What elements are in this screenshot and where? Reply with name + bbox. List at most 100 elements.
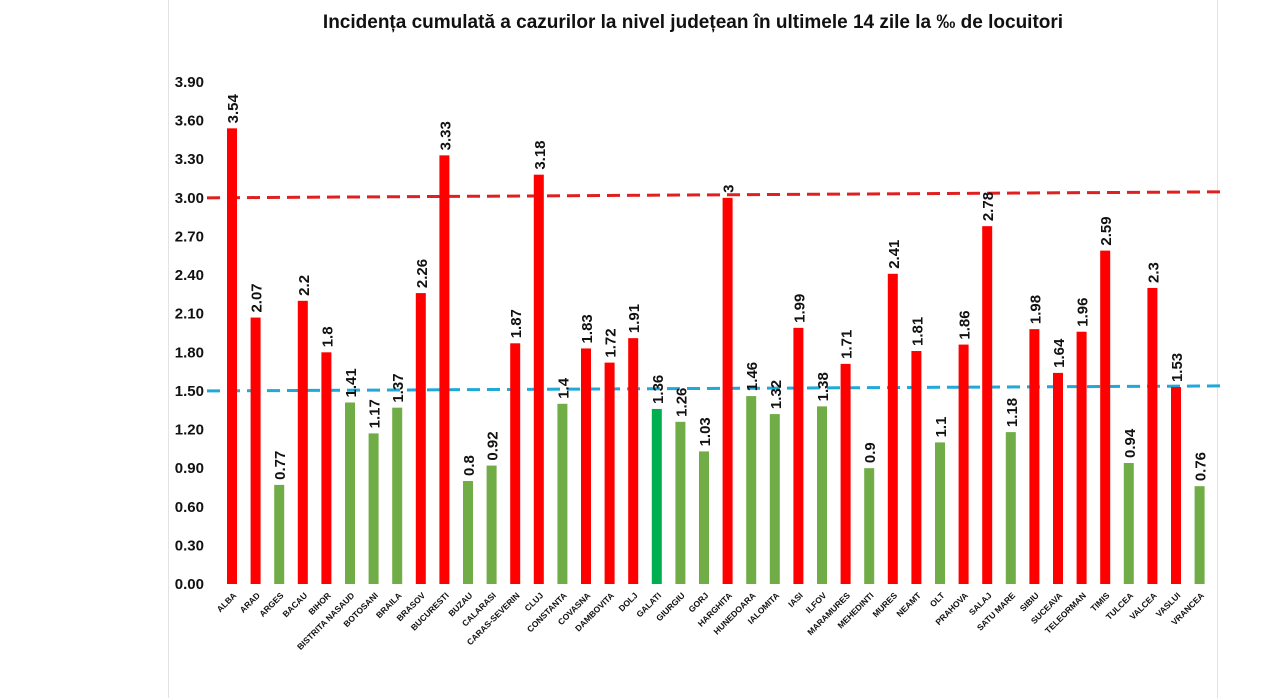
bar-value-label: 0.94: [1122, 428, 1139, 458]
bar: [864, 468, 875, 584]
bar-value-label: 1.98: [1027, 295, 1044, 324]
bar-value-label: 2.07: [249, 283, 266, 312]
bar: [274, 484, 285, 584]
x-tick-label: MURES: [870, 590, 899, 619]
bar-value-label: 1.72: [603, 328, 620, 357]
bar: [982, 226, 993, 584]
bar: [699, 451, 709, 584]
bar-value-label: 0.76: [1193, 452, 1210, 481]
y-tick-label: 0.30: [175, 537, 204, 554]
x-tick-label: NEAMT: [894, 590, 923, 619]
bar: [439, 155, 450, 584]
bar: [510, 343, 521, 584]
bar: [321, 352, 332, 584]
bar: [368, 433, 379, 584]
bar: [345, 402, 355, 584]
bar: [392, 407, 403, 584]
bar-value-label: 2.2: [296, 275, 313, 296]
reference-line: [206, 384, 1223, 393]
bar: [463, 481, 473, 584]
bar: [722, 197, 733, 584]
y-tick-label: 1.80: [175, 344, 204, 361]
y-tick-label: 1.50: [175, 383, 204, 400]
bar-value-label: 1.71: [839, 330, 856, 359]
x-tick-label: IASI: [786, 590, 805, 609]
bar: [227, 128, 237, 585]
x-tick-label: ALBA: [215, 590, 239, 614]
bars: [227, 128, 1205, 585]
bar-value-label: 1.81: [909, 317, 926, 346]
bar-value-label: 1.38: [815, 372, 832, 401]
bar: [1005, 432, 1016, 584]
x-tick-label: OLT: [928, 590, 947, 609]
bar: [887, 273, 898, 584]
bar: [1171, 387, 1181, 584]
bar-value-label: 1.36: [650, 375, 667, 404]
bar-value-label: 1.1: [933, 417, 950, 438]
bar: [415, 293, 426, 584]
bar-value-label: 2.78: [980, 192, 997, 221]
bar: [604, 362, 615, 584]
bar-value-label: 2.3: [1145, 262, 1162, 283]
bar: [1123, 463, 1134, 584]
bar: [651, 408, 662, 584]
bar: [746, 396, 757, 584]
bar: [840, 363, 851, 584]
bar-value-label: 1.86: [957, 310, 974, 339]
bar: [533, 174, 544, 584]
bar: [1100, 250, 1111, 584]
y-tick-label: 3.90: [175, 74, 204, 91]
x-tick-label: BACAU: [280, 590, 309, 619]
bar: [911, 351, 922, 584]
bar: [1147, 287, 1158, 584]
bar-value-label: 1.8: [319, 326, 336, 347]
bar-value-label: 2.26: [414, 259, 431, 288]
bar-value-label: 2.59: [1098, 216, 1115, 245]
bar-value-label: 1.91: [626, 304, 643, 333]
y-tick-label: 0.60: [175, 499, 204, 516]
bar-value-label: 1.37: [390, 373, 407, 402]
bar-value-label: 1.87: [508, 309, 525, 338]
y-tick-label: 2.10: [175, 306, 204, 323]
y-tick-label: 0.90: [175, 460, 204, 477]
bar: [769, 414, 780, 584]
bar: [958, 344, 969, 584]
y-tick-label: 3.00: [175, 190, 204, 207]
bar-value-label: 1.53: [1169, 353, 1186, 382]
bar-value-label: 3.33: [437, 121, 454, 150]
bar: [1029, 329, 1040, 584]
chart-title: Incidența cumulată a cazurilor la nivel …: [322, 12, 1064, 33]
bar-value-label: 1.46: [744, 362, 761, 391]
y-tick-label: 3.30: [175, 151, 204, 168]
bar-value-label: 1.83: [579, 314, 596, 343]
bar-value-label: 1.17: [367, 399, 384, 428]
bar-value-label: 1.96: [1075, 298, 1092, 327]
bar: [1076, 331, 1087, 584]
bar: [628, 338, 639, 584]
y-tick-label: 2.70: [175, 228, 204, 245]
y-axis: 0.00 0.30 0.60 0.90 1.20 1.50 1.80 2.10 2.40 2.70…: [175, 74, 204, 593]
bar: [297, 300, 308, 584]
bar-value-label: 0.77: [272, 451, 289, 480]
bar-value-label: 1.4: [555, 377, 572, 399]
y-tick-label: 3.60: [175, 113, 204, 130]
bar: [935, 442, 945, 584]
bar-value-label: 1.41: [343, 368, 360, 397]
bar-value-label: 1.32: [768, 380, 785, 409]
bar-value-label: 3: [721, 185, 738, 193]
bar-value-label: 3.54: [225, 93, 242, 123]
bar: [793, 327, 804, 584]
y-tick-label: 1.20: [175, 422, 204, 439]
bar-value-label: 0.8: [461, 455, 478, 476]
reference-lines: [206, 190, 1223, 393]
y-tick-label: 0.00: [175, 576, 204, 593]
bar-value-label: 1.26: [673, 388, 690, 417]
bar-value-label: 1.99: [791, 294, 808, 323]
reference-line: [206, 190, 1223, 200]
bar: [250, 317, 261, 584]
y-tick-label: 2.40: [175, 267, 204, 284]
bar-value-label: 1.03: [697, 417, 714, 446]
bar-value-label: 2.41: [886, 240, 903, 269]
